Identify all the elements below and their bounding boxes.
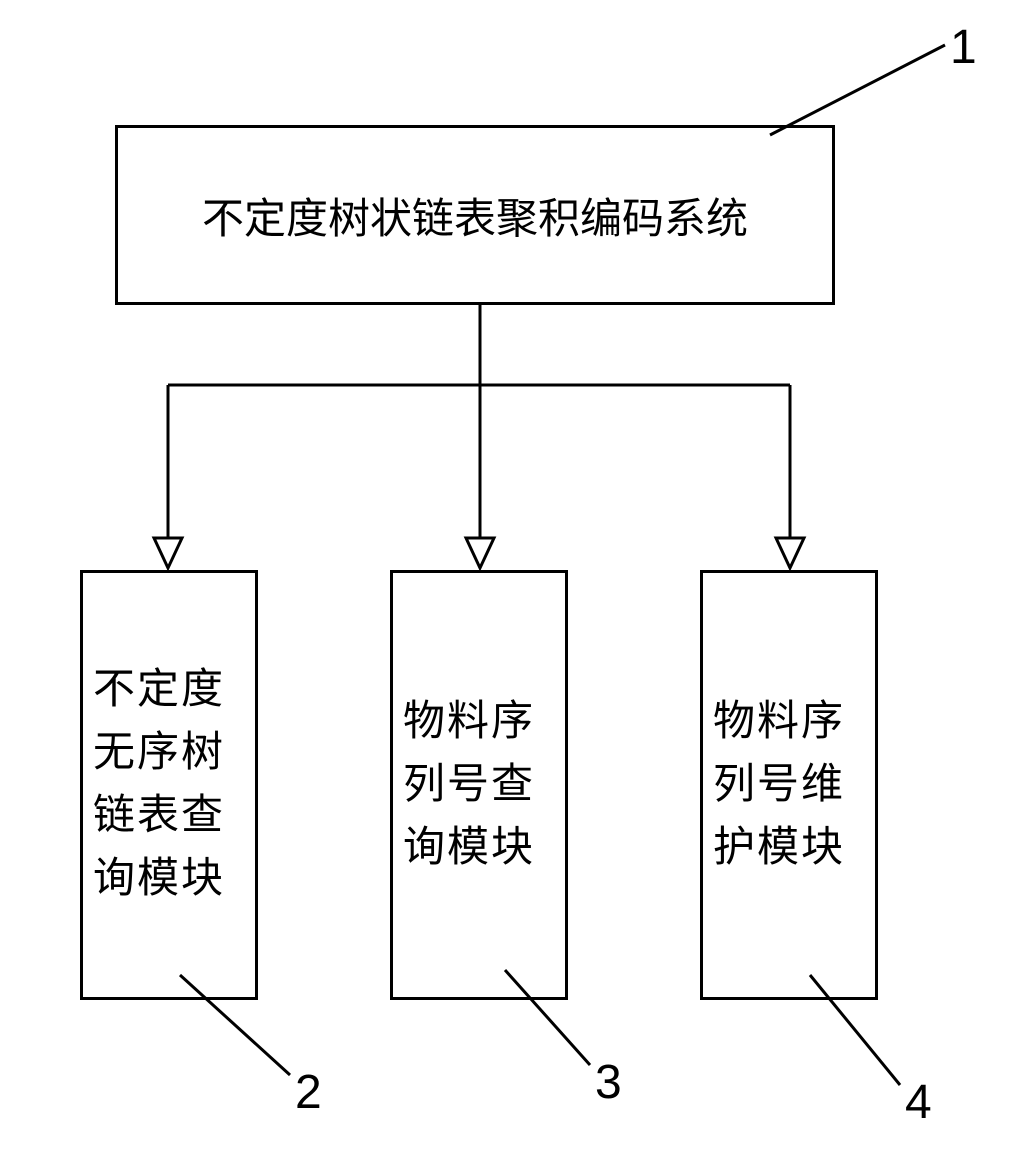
arrowhead-2	[466, 538, 494, 568]
diagram-container: 不定度树状链表聚积编码系统 不定度无序树链表查询模块 物料序列号查询模块 物料序…	[0, 0, 1029, 1157]
child-node-1-text: 不定度无序树链表查询模块	[93, 659, 245, 911]
root-node: 不定度树状链表聚积编码系统	[115, 125, 835, 305]
root-node-text: 不定度树状链表聚积编码系统	[202, 185, 748, 246]
child-node-3: 物料序列号维护模块	[700, 570, 878, 1000]
child-node-2: 物料序列号查询模块	[390, 570, 568, 1000]
child-node-1: 不定度无序树链表查询模块	[80, 570, 258, 1000]
child-node-2-text: 物料序列号查询模块	[403, 691, 555, 880]
label-4: 4	[905, 1075, 932, 1130]
arrowhead-1	[154, 538, 182, 568]
label-1: 1	[950, 20, 977, 75]
child-node-3-text: 物料序列号维护模块	[713, 691, 865, 880]
leader-line-1	[770, 45, 945, 135]
label-2: 2	[295, 1065, 322, 1120]
label-3: 3	[595, 1055, 622, 1110]
arrowhead-3	[776, 538, 804, 568]
